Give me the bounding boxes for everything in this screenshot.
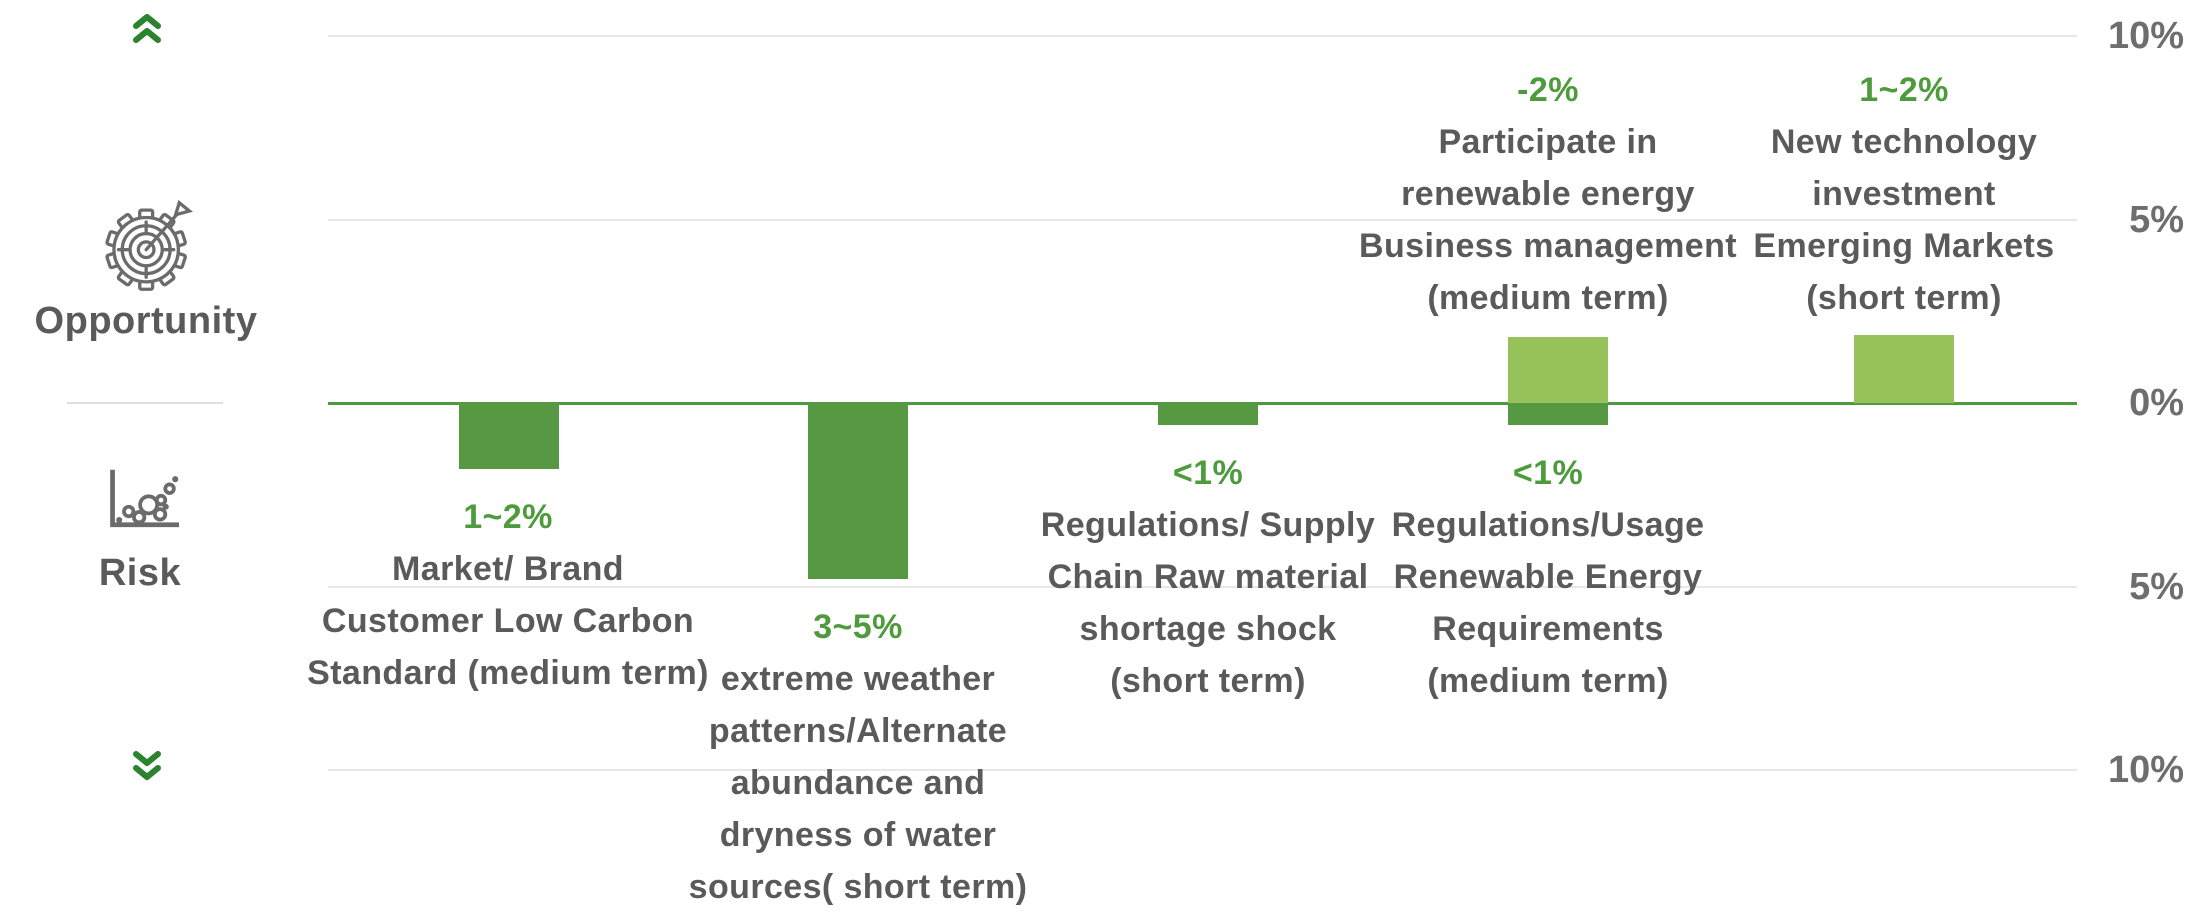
risk-label-block: <1% Regulations/ Supply Chain Raw material… <box>958 447 1458 707</box>
opportunity-label-line: investment <box>1812 175 1996 213</box>
risk-label-line: Standard (medium term) <box>307 654 709 692</box>
opportunity-label-line: Business management <box>1359 227 1737 265</box>
y-axis-tick-label: 0% <box>2129 382 2184 424</box>
opportunity-bar-col4 <box>1508 337 1608 403</box>
risk-impact-value: 1~2% <box>463 498 553 536</box>
y-axis-tick-label: 5% <box>2129 565 2184 608</box>
risk-label-line: Renewable Energy <box>1393 558 1703 596</box>
risk-label-line: Regulations/Usage <box>1391 506 1705 544</box>
gear-target-dart-icon <box>105 200 193 291</box>
risk-bar-col1 <box>459 403 559 469</box>
gridline-10% <box>328 769 2077 771</box>
double-chevron-up-icon <box>133 14 161 43</box>
risk-label-line: shortage shock <box>1079 610 1337 648</box>
risk-label-line: (short term) <box>1110 662 1306 700</box>
y-axis-tick-label: 5% <box>2129 198 2184 241</box>
risk-bar-col3 <box>1158 403 1258 425</box>
risk-label-line: sources( short term) <box>688 868 1028 906</box>
opportunity-label-block: -2% Participate in renewable energy Busines… <box>1298 64 1798 324</box>
gridline-5% <box>328 218 2077 221</box>
opportunity-label-line: Emerging Markets <box>1753 227 2055 265</box>
opportunity-label-line: (medium term) <box>1427 279 1669 317</box>
risk-section-label: Risk <box>98 552 182 594</box>
double-chevron-down-icon <box>133 751 161 780</box>
risk-label-line: extreme weather <box>720 660 996 698</box>
risk-label-line: abundance and <box>730 764 986 802</box>
y-axis-tick-label: 10% <box>2107 15 2184 57</box>
scatter-bubble-chart-icon <box>110 469 180 528</box>
opportunity-impact-value: 1~2% <box>1859 71 1949 109</box>
risk-label-line: dryness of water <box>719 816 997 854</box>
opportunity-impact-value: -2% <box>1517 71 1579 109</box>
risk-bar-col4 <box>1508 403 1608 425</box>
risk-impact-value: <1% <box>1512 454 1584 492</box>
gridline-10% <box>328 35 2077 37</box>
risk-label-line: (medium term) <box>1427 662 1669 700</box>
risk-label-line: patterns/Alternate <box>708 712 1008 750</box>
gridline-5% <box>328 585 2077 588</box>
opportunity-label-line: renewable energy <box>1401 175 1695 213</box>
risk-label-line: Requirements <box>1432 610 1664 648</box>
y-axis-tick-label: 10% <box>2107 749 2184 791</box>
risk-label-line: Market/ Brand <box>392 550 624 588</box>
opportunity-label-line: New technology <box>1770 123 2038 161</box>
risk-label-line: Chain Raw material <box>1047 558 1369 596</box>
risk-label-block: 3~5% extreme weather patterns/Alternate abu… <box>608 601 1108 913</box>
risk-label-block: <1% Regulations/Usage Renewable Energy Requ… <box>1298 447 1798 707</box>
opportunity-bar-col5 <box>1854 335 1954 403</box>
opportunity-label-line: Participate in <box>1438 123 1658 161</box>
risk-impact-value: 3~5% <box>813 608 903 646</box>
risk-impact-value: <1% <box>1172 454 1244 492</box>
risk-label-line: Customer Low Carbon <box>321 602 695 640</box>
opportunity-section-label: Opportunity <box>34 300 258 342</box>
risk-label-line: Regulations/ Supply <box>1040 506 1376 544</box>
risk-bar-col2 <box>808 403 908 579</box>
sidebar-divider <box>67 402 223 404</box>
risk-label-block: 1~2% Market/ Brand Customer Low Carbon Stan… <box>258 491 758 699</box>
opportunity-label-line: (short term) <box>1806 279 2002 317</box>
opportunity-label-block: 1~2% New technology investment Emerging Mar… <box>1654 64 2154 324</box>
